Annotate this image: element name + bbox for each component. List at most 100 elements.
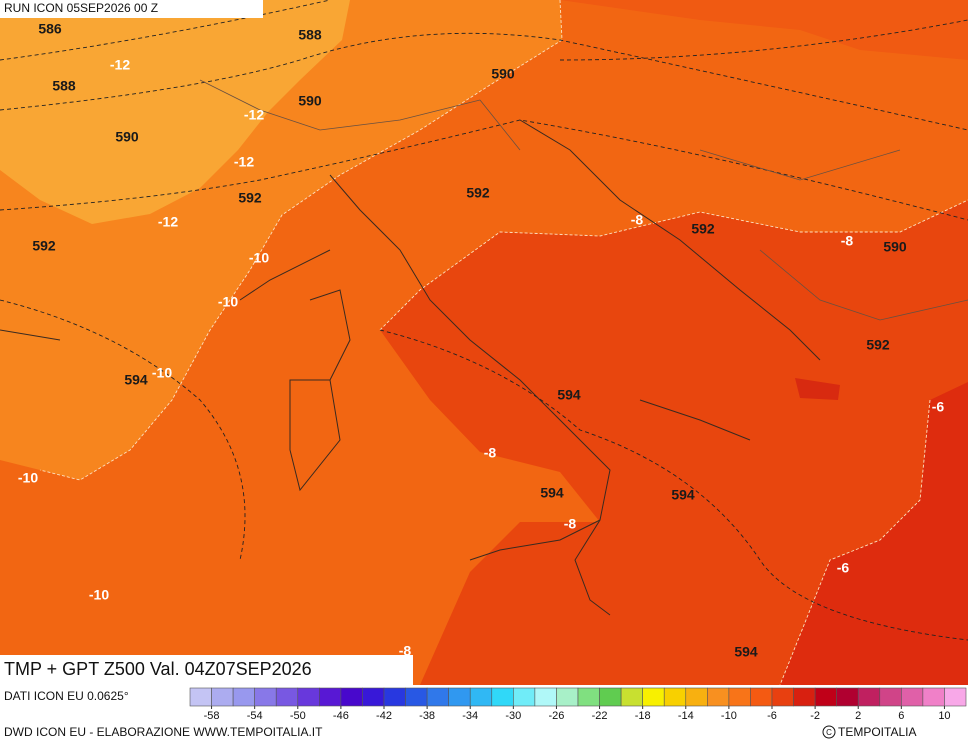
legend-tick-label: -6 (767, 710, 777, 722)
legend-tick-label: -10 (721, 710, 737, 722)
legend-swatch (556, 687, 579, 707)
legend-swatch (836, 687, 859, 707)
border (199, 79, 968, 321)
temp-label: -12 (244, 107, 264, 123)
height-label: 594 (557, 387, 581, 403)
legend-swatch (750, 687, 773, 707)
legend-swatch (254, 687, 277, 707)
contour-labels: 586 588 590 588 590 590 592 592 592 592 590 592 594 5… (18, 21, 945, 660)
legend-swatch (448, 687, 471, 707)
legend-swatch (383, 687, 406, 707)
header-box (0, 0, 263, 18)
legend-tick-label: -34 (462, 710, 478, 722)
legend-tick-label: -18 (635, 710, 651, 722)
temp-zone (0, 0, 350, 224)
height-label: 592 (691, 221, 715, 237)
height-label: 592 (866, 337, 890, 353)
temp-label: -12 (158, 214, 178, 230)
map-title: TMP + GPT Z500 Val. 04Z07SEP2026 (4, 659, 312, 679)
legend-swatch (362, 687, 385, 707)
legend-swatch (685, 687, 708, 707)
legend-tick-label: -50 (290, 710, 306, 722)
logo-icon (822, 725, 836, 739)
temp-label: -8 (564, 516, 577, 532)
legend-tick-label: 6 (898, 710, 904, 722)
legend-swatch (340, 687, 363, 707)
temp-label: -10 (218, 294, 238, 310)
temp-label: -8 (631, 212, 644, 228)
source: DATI ICON EU 0.0625° (4, 689, 129, 703)
temp-label: -10 (249, 250, 269, 266)
height-label: 586 (38, 21, 62, 37)
height-label: 588 (298, 27, 322, 43)
legend-swatch (922, 687, 945, 707)
temp-label: -6 (837, 560, 850, 576)
temp-label: -12 (234, 154, 254, 170)
legend-swatch (491, 687, 514, 707)
legend-tick-label: -26 (548, 710, 564, 722)
height-label: 590 (298, 93, 322, 109)
logo: TEMPOITALIA (838, 725, 916, 739)
height-label: 590 (883, 239, 907, 255)
legend-swatch (297, 687, 320, 707)
temp-zone (560, 0, 968, 60)
legend-tick-label: -58 (204, 710, 220, 722)
temp-label: -10 (18, 470, 38, 486)
legend-swatch (513, 687, 536, 707)
legend-swatch (189, 687, 212, 707)
legend-swatch (599, 687, 622, 707)
legend-swatch (211, 687, 234, 707)
temp-zone (795, 378, 840, 400)
height-label: 592 (466, 185, 490, 201)
credit: DWD ICON EU - ELABORAZIONE WWW.TEMPOITAL… (4, 725, 323, 739)
legend-swatch (663, 687, 687, 707)
height-label: 592 (32, 238, 56, 254)
legend-swatch (879, 687, 902, 707)
temp-label: -8 (484, 445, 497, 461)
legend-swatch (319, 687, 342, 707)
height-label: 594 (540, 485, 564, 501)
legend-tick-label: -46 (333, 710, 349, 722)
legend-swatch (426, 687, 449, 707)
legend-tick-label: -42 (376, 710, 392, 722)
temp-zone (780, 382, 968, 685)
legend-swatch (793, 687, 816, 707)
legend-swatch (814, 687, 837, 707)
height-label: 592 (238, 190, 262, 206)
legend-tick-label: -2 (810, 710, 820, 722)
isoheight (0, 0, 968, 641)
legend-tick-label: 10 (938, 710, 950, 722)
legend-swatch (901, 687, 924, 707)
legend-swatch (944, 687, 967, 707)
height-label: 594 (671, 487, 695, 503)
legend-swatch (707, 687, 730, 707)
temp-label: -10 (152, 365, 172, 381)
legend-swatch (405, 687, 428, 707)
temp-label: -8 (841, 233, 854, 249)
legend-tick-label: -38 (419, 710, 435, 722)
legend-swatch (534, 687, 557, 707)
legend-swatch (232, 687, 255, 707)
color-legend: -58 -54 -50 -46 -42 -38 -34 -30 -26 -22 -18 -14 -10-… (189, 687, 967, 722)
coastline (0, 119, 821, 616)
temp-zone (380, 200, 968, 685)
legend-swatch (275, 687, 299, 707)
height-label: 594 (124, 372, 148, 388)
height-label: 588 (52, 78, 76, 94)
legend-swatch (642, 687, 665, 707)
run-label: RUN ICON 05SEP2026 00 Z (4, 1, 158, 15)
legend-tick-label: -22 (592, 710, 608, 722)
legend-tick-label: -54 (247, 710, 263, 722)
height-label: 590 (115, 129, 139, 145)
height-label: 590 (491, 66, 515, 82)
temp-label: -6 (932, 399, 945, 415)
temp-label: -10 (89, 587, 109, 603)
legend-swatch (857, 687, 881, 707)
height-label: 594 (734, 644, 758, 660)
legend-swatch (469, 687, 493, 707)
legend-tick-label: 2 (855, 710, 861, 722)
legend-swatch (771, 687, 794, 707)
temp-label: -12 (110, 57, 130, 73)
